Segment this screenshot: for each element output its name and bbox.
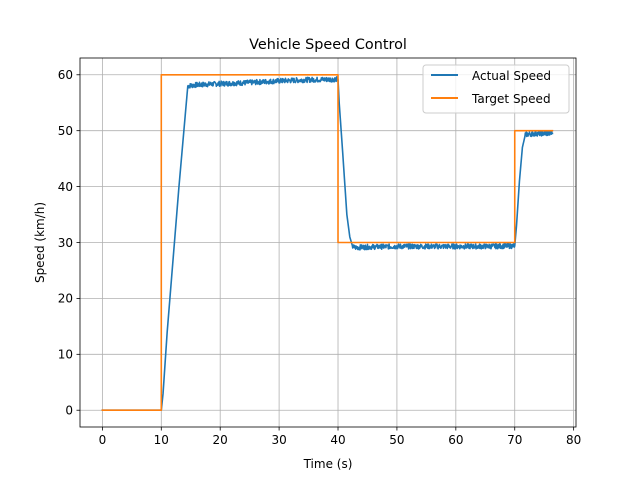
legend-box [422,64,570,114]
y-tick-label: 0 [65,404,73,418]
x-tick-label: 10 [154,433,169,447]
y-tick-label: 10 [58,348,73,362]
x-tick-label: 60 [448,433,463,447]
x-axis-label: Time (s) [303,457,353,471]
y-tick-label: 30 [58,236,73,250]
legend-label-actual-speed: Actual Speed [472,69,551,83]
legend-label-target-speed: Target Speed [471,92,551,106]
chart-title: Vehicle Speed Control [249,37,407,53]
y-tick-label: 50 [58,124,73,138]
series-line-actual-speed [101,76,554,412]
y-tick-label: 20 [58,292,73,306]
series-line-target-speed [101,73,554,412]
x-tick-label: 70 [507,433,522,447]
axis-ticks: 0 10 20 30 40 50 60 70 80 0 10 20 30 40 50 60 [58,68,582,447]
x-tick-label: 40 [330,433,345,447]
x-tick-label: 30 [271,433,286,447]
legend: Actual Speed Target Speed [422,64,570,114]
x-tick-label: 80 [566,433,581,447]
x-tick-label: 0 [99,433,107,447]
grid [80,58,576,427]
y-tick-label: 60 [58,68,73,82]
series-lines [101,73,554,412]
x-tick-label: 50 [389,433,404,447]
x-tick-label: 20 [213,433,228,447]
y-axis-label: Speed (km/h) [33,202,47,283]
y-tick-label: 40 [58,180,73,194]
